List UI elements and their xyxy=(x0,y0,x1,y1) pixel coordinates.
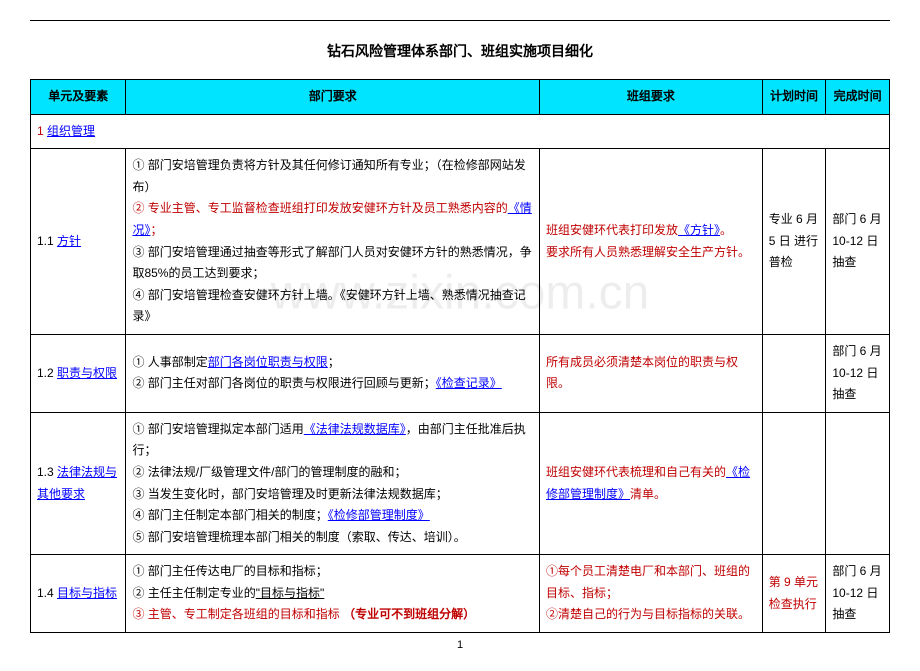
link-1-4[interactable]: 目标与指标 xyxy=(57,586,117,600)
r13-d4: ④ 部门主任制定本部门相关的制度；《检修部管理制度》 xyxy=(132,505,533,527)
row-1-4: 1.4 目标与指标 ① 部门主任传达电厂的目标和指标； ② 主任主任制定专业的"… xyxy=(31,555,890,633)
cell-1-3-plan xyxy=(762,412,826,555)
main-table: 单元及要素 部门要求 班组要求 计划时间 完成时间 1 组织管理 1.1 方针 … xyxy=(30,79,890,633)
cell-1-3-team: 班组安健环代表梳理和自己有关的《检修部管理制度》清单。 xyxy=(540,412,763,555)
r13-d3: ③ 当发生变化时，部门安培管理及时更新法律法规数据库； xyxy=(132,484,533,506)
r11-d1: ① 部门安培管理负责将方针及其任何修订通知所有专业；（在检修部网站发布） xyxy=(132,155,533,198)
r11-t1: 班组安健环代表打印发放《方针》。 xyxy=(546,220,756,242)
cell-1-3-dept: ① 部门安培管理拟定本部门适用《法律法规数据库》，由部门主任批准后执行； ② 法… xyxy=(126,412,540,555)
col-header-plan: 计划时间 xyxy=(762,80,826,115)
cell-1-1-dept: ① 部门安培管理负责将方针及其任何修订通知所有专业；（在检修部网站发布） ② 专… xyxy=(126,149,540,335)
cell-1-2-team: 所有成员必须清楚本岗位的职责与权限。 xyxy=(540,334,763,412)
cell-1-4-plan: 第 9 单元检查执行 xyxy=(762,555,826,633)
r13-d4-link[interactable]: 《检修部管理制度》 xyxy=(328,508,430,522)
cell-1-3-key: 1.3 法律法规与其他要求 xyxy=(31,412,126,555)
r14-t2: ②清楚自己的行为与目标指标的关联。 xyxy=(546,604,756,626)
row-1-1: 1.1 方针 ① 部门安培管理负责将方针及其任何修订通知所有专业；（在检修部网站… xyxy=(31,149,890,335)
r13-d1-link[interactable]: 《法律法规数据库》 xyxy=(304,422,406,436)
r11-d4: ④ 部门安培管理检查安健环方针上墙。《安健环方针上墙、熟悉情况抽查记录》 xyxy=(132,285,533,328)
section-1-num: 1 xyxy=(37,124,44,138)
col-header-unit: 单元及要素 xyxy=(31,80,126,115)
top-rule xyxy=(30,20,890,21)
col-header-dept: 部门要求 xyxy=(126,80,540,115)
r14-d2: ② 主任主任制定专业的"目标与指标" xyxy=(132,583,533,605)
r12-d1: ① 人事部制定部门各岗位职责与权限； xyxy=(132,352,533,374)
r11-d2: ② 专业主管、专工监督检查班组打印发放安健环方针及员工熟悉内容的《情况》； xyxy=(132,198,533,241)
cell-1-2-done: 部门 6 月10-12 日抽查 xyxy=(826,334,890,412)
cell-1-4-key: 1.4 目标与指标 xyxy=(31,555,126,633)
section-1-row: 1 组织管理 xyxy=(31,114,890,149)
r14-t1: ①每个员工清楚电厂和本部门、班组的目标、指标； xyxy=(546,561,756,604)
link-1-2[interactable]: 职责与权限 xyxy=(57,366,117,380)
header-row: 单元及要素 部门要求 班组要求 计划时间 完成时间 xyxy=(31,80,890,115)
r12-d2-link[interactable]: 《检查记录》 xyxy=(436,376,502,390)
section-1-link[interactable]: 组织管理 xyxy=(47,124,95,138)
r14-d1: ① 部门主任传达电厂的目标和指标； xyxy=(132,561,533,583)
cell-1-4-dept: ① 部门主任传达电厂的目标和指标； ② 主任主任制定专业的"目标与指标" ③ 主… xyxy=(126,555,540,633)
cell-1-4-team: ①每个员工清楚电厂和本部门、班组的目标、指标； ②清楚自己的行为与目标指标的关联… xyxy=(540,555,763,633)
r13-d5: ⑤ 部门安培管理梳理本部门相关的制度（索取、传达、培训）。 xyxy=(132,527,533,549)
cell-1-1-key: 1.1 方针 xyxy=(31,149,126,335)
r14-d3: ③ 主管、专工制定各班组的目标和指标 （专业可不到班组分解） xyxy=(132,604,533,626)
row-1-2: 1.2 职责与权限 ① 人事部制定部门各岗位职责与权限； ② 部门主任对部门各岗… xyxy=(31,334,890,412)
r12-d2: ② 部门主任对部门各岗位的职责与权限进行回顾与更新；《检查记录》 xyxy=(132,373,533,395)
cell-1-1-plan: 专业 6 月5 日 进行普检 xyxy=(762,149,826,335)
cell-1-2-plan xyxy=(762,334,826,412)
cell-1-3-done xyxy=(826,412,890,555)
r13-d1: ① 部门安培管理拟定本部门适用《法律法规数据库》，由部门主任批准后执行； xyxy=(132,419,533,462)
r12-d1-link[interactable]: 部门各岗位职责与权限 xyxy=(208,355,328,369)
cell-1-2-key: 1.2 职责与权限 xyxy=(31,334,126,412)
page-number: 1 xyxy=(30,639,890,651)
r11-t1-link[interactable]: 《方针》 xyxy=(678,223,720,237)
cell-1-1-team: 班组安健环代表打印发放《方针》。 要求所有人员熟悉理解安全生产方针。 xyxy=(540,149,763,335)
r11-d3: ③ 部门安培管理通过抽查等形式了解部门人员对安健环方针的熟悉情况，争取85%的员… xyxy=(132,242,533,285)
cell-1-1-done: 部门 6 月10-12 日抽查 xyxy=(826,149,890,335)
page-title: 钻石风险管理体系部门、班组实施项目细化 xyxy=(30,41,890,61)
r13-d2: ② 法律法规/厂级管理文件/部门的管理制度的融和； xyxy=(132,462,533,484)
link-1-1[interactable]: 方针 xyxy=(57,234,81,248)
col-header-done: 完成时间 xyxy=(826,80,890,115)
r11-t2: 要求所有人员熟悉理解安全生产方针。 xyxy=(546,242,756,264)
cell-1-4-done: 部门 6 月10-12 日抽查 xyxy=(826,555,890,633)
row-1-3: 1.3 法律法规与其他要求 ① 部门安培管理拟定本部门适用《法律法规数据库》，由… xyxy=(31,412,890,555)
cell-1-2-dept: ① 人事部制定部门各岗位职责与权限； ② 部门主任对部门各岗位的职责与权限进行回… xyxy=(126,334,540,412)
col-header-team: 班组要求 xyxy=(540,80,763,115)
